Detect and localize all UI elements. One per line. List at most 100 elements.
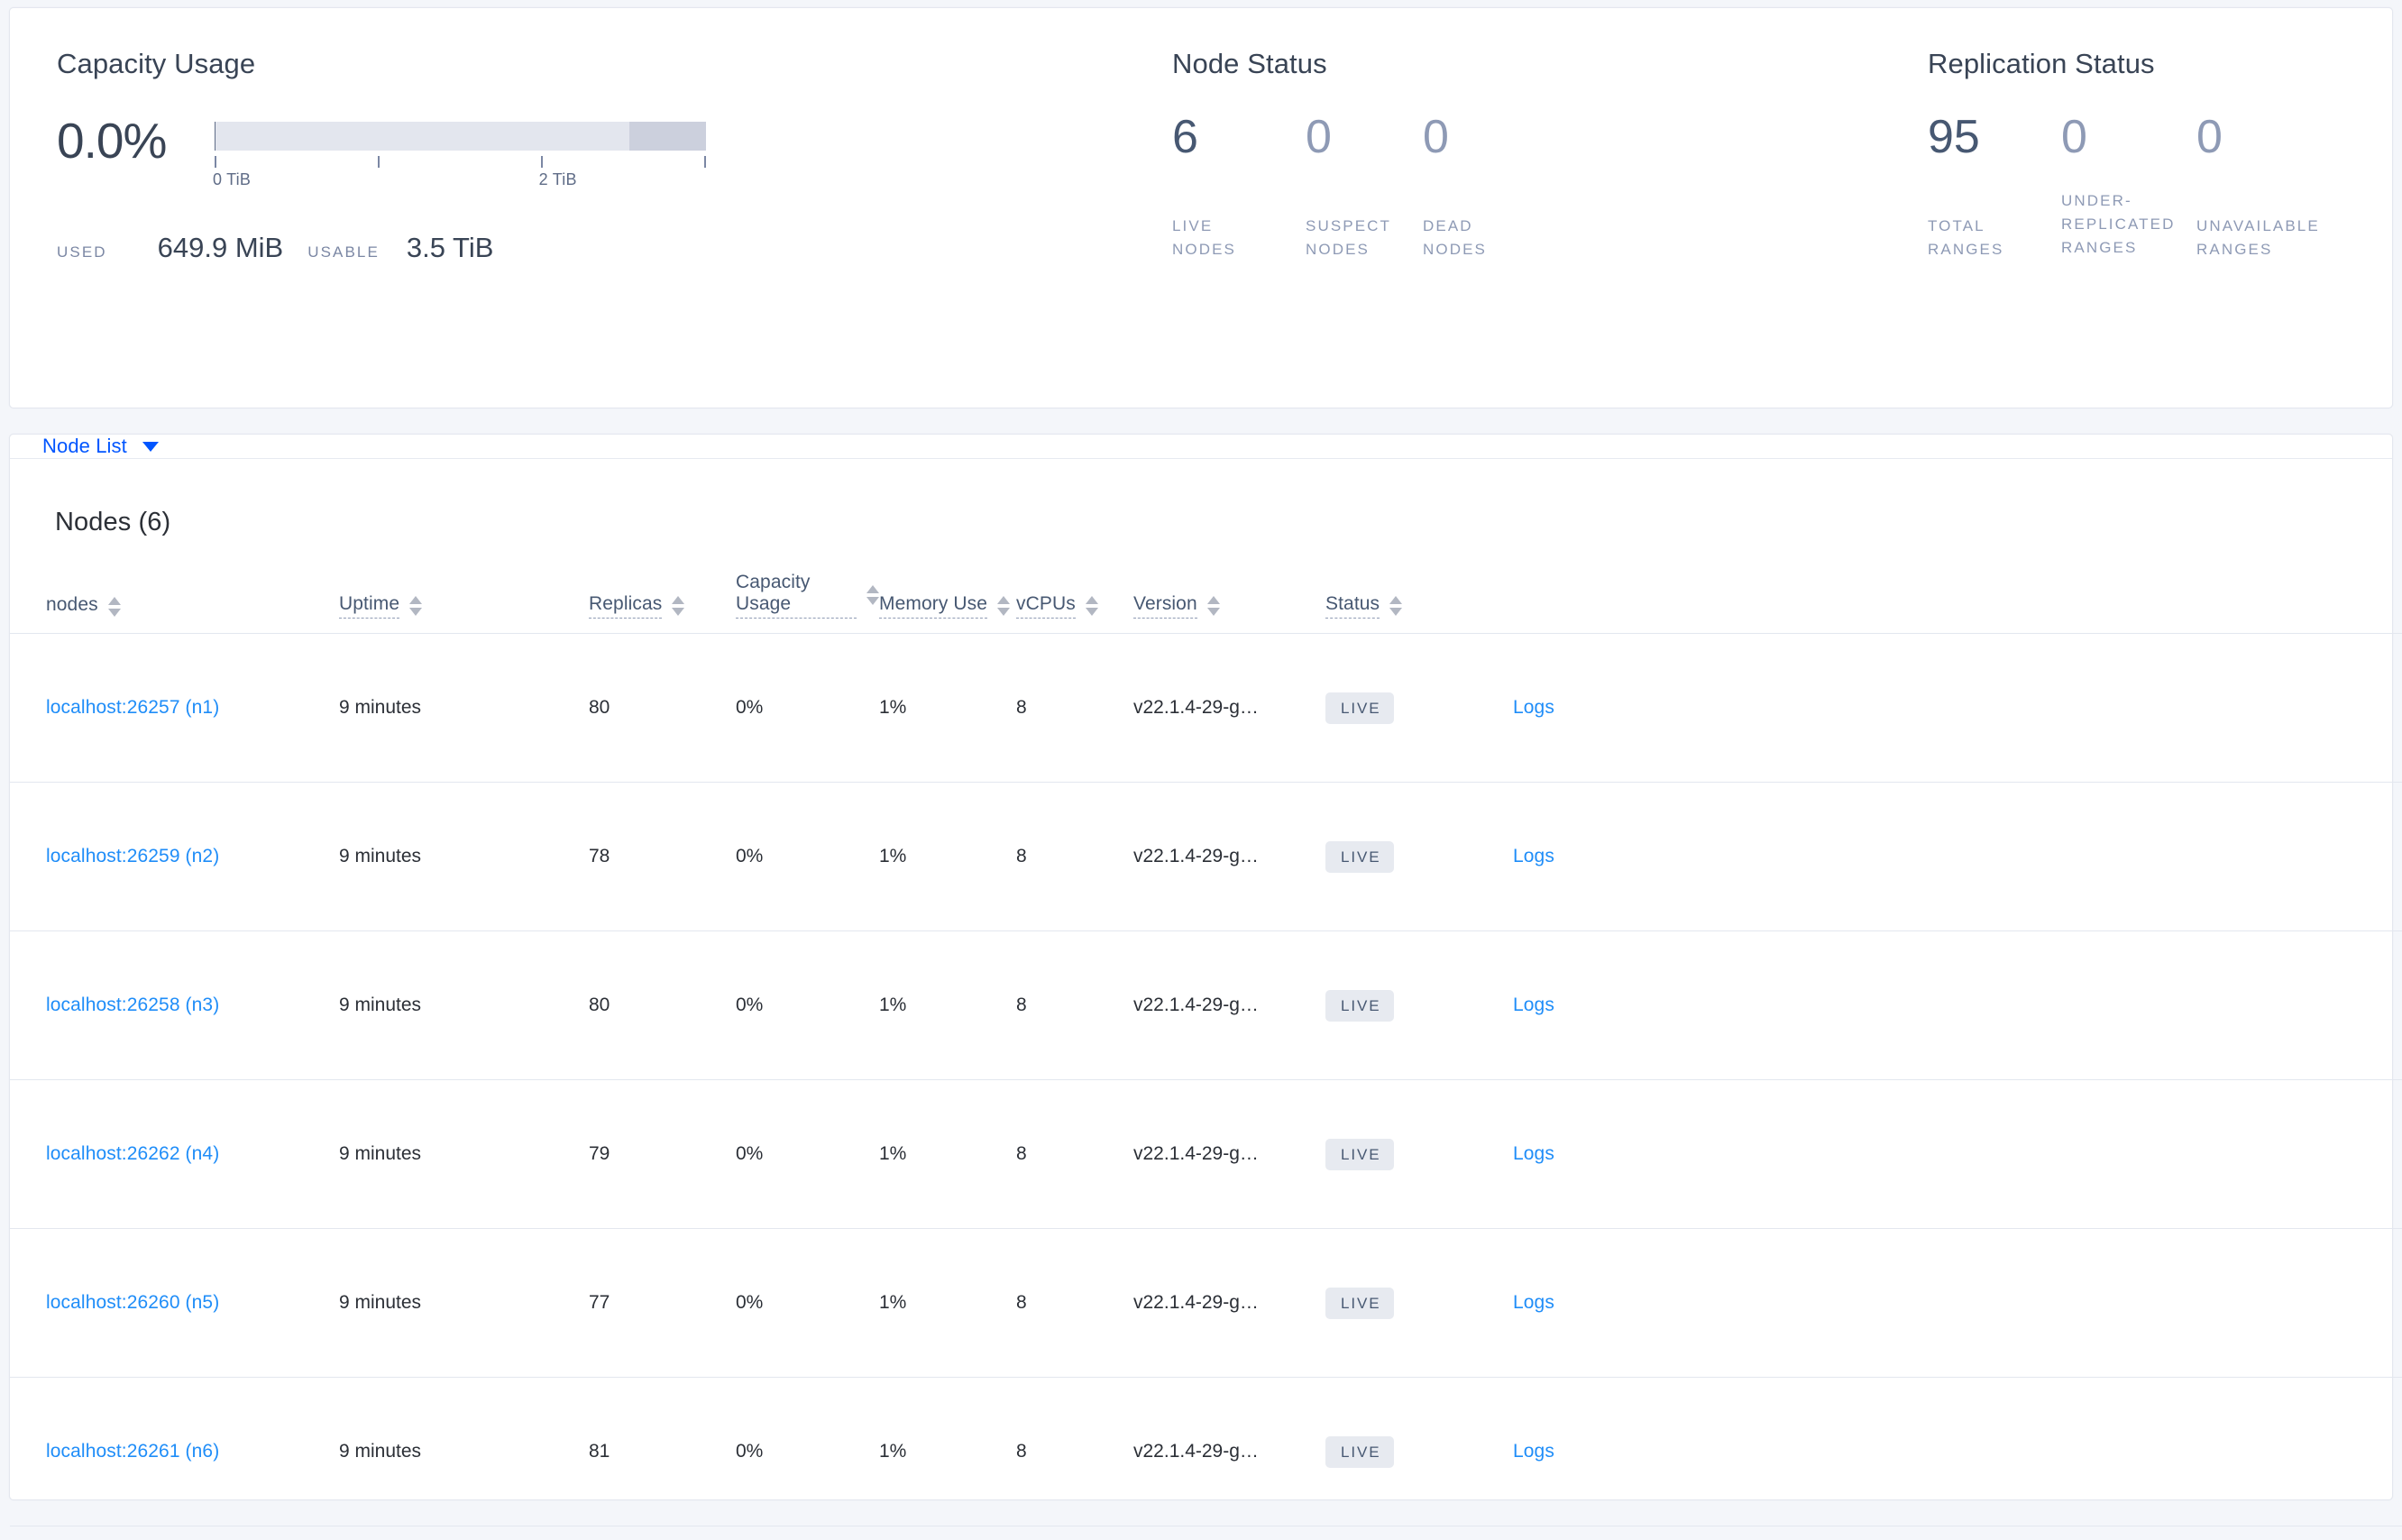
version-cell: v22.1.4-29-g… [1133,782,1325,931]
logs-link[interactable]: Logs [1513,1292,1554,1313]
node-address-cell[interactable]: localhost:26259 (n2) [46,782,339,931]
column-header-status[interactable]: Status [1325,572,1513,634]
replicas-cell: 80 [589,930,736,1080]
uptime-cell: 9 minutes [339,782,589,931]
version-cell: v22.1.4-29-g… [1133,633,1325,783]
cluster-summary-card: Capacity Usage 0.0% 0 TiB 2 TiB USED 649.… [9,7,2393,408]
column-header-uptime[interactable]: Uptime [339,572,589,634]
sort-arrows-icon[interactable] [409,596,423,616]
column-header-nodes[interactable]: nodes [46,572,339,634]
capacity-usage-panel: Capacity Usage 0.0% 0 TiB 2 TiB USED 649.… [10,8,1029,408]
sort-arrows-icon[interactable] [1206,596,1220,616]
node-status-stats: 6 LIVE NODES 0 SUSPECT NODES 0 DEAD NODES [1172,110,1786,258]
sort-arrows-icon[interactable] [1085,596,1098,616]
logs-cell[interactable]: Logs [1513,930,1727,1080]
node-address-cell[interactable]: localhost:26260 (n5) [46,1228,339,1378]
capacity-usage-bar-wrap: 0 TiB 2 TiB [213,115,720,190]
column-header-actions [1513,572,1727,634]
status-badge: LIVE [1325,840,1395,873]
logs-cell[interactable]: Logs [1513,1079,1727,1229]
column-header-vcpus[interactable]: vCPUs [1016,572,1133,634]
capacity-axis-tick [540,156,543,168]
version-cell: v22.1.4-29-g… [1133,1377,1325,1526]
node-address-link[interactable]: localhost:26262 (n4) [46,1143,220,1164]
logs-cell[interactable]: Logs [1513,1228,1727,1378]
capacity-usage-cell: 0% [736,782,879,931]
sort-arrows-icon[interactable] [866,585,879,605]
capacity-usage-cell: 0% [736,1228,879,1378]
replication-status-title: Replication Status [1928,48,2155,79]
table-row: localhost:26261 (n6) 9 minutes 81 0% 1% 8 v22.… [10,1377,2402,1526]
nodes-count-heading: Nodes (6) [55,508,171,536]
capacity-usage-cell: 0% [736,1079,879,1229]
node-address-cell[interactable]: localhost:26262 (n4) [46,1079,339,1229]
node-address-cell[interactable]: localhost:26257 (n1) [46,633,339,783]
node-address-cell[interactable]: localhost:26261 (n6) [46,1377,339,1526]
status-cell: LIVE [1325,782,1513,931]
uptime-cell: 9 minutes [339,1079,589,1229]
sort-arrows-icon[interactable] [672,596,685,616]
logs-cell[interactable]: Logs [1513,1377,1727,1526]
column-header-label: Uptime [339,593,400,619]
column-header-capacity-usage[interactable]: Capacity Usage [736,572,879,634]
stat-label: UNAVAILABLE RANGES [2196,217,2320,258]
chevron-down-icon[interactable] [142,441,159,452]
logs-link[interactable]: Logs [1513,697,1554,718]
node-address-link[interactable]: localhost:26260 (n5) [46,1292,220,1313]
column-header-replicas[interactable]: Replicas [589,572,736,634]
replicas-cell: 77 [589,1228,736,1378]
capacity-axis-tick [704,156,706,168]
sort-arrows-icon[interactable] [1389,596,1403,616]
stat-dead: 0 DEAD NODES [1423,110,1549,258]
vcpus-cell: 8 [1016,782,1133,931]
column-header-version[interactable]: Version [1133,572,1325,634]
uptime-cell: 9 minutes [339,930,589,1080]
status-badge: LIVE [1325,989,1395,1022]
node-address-link[interactable]: localhost:26259 (n2) [46,846,220,866]
logs-link[interactable]: Logs [1513,1441,1554,1462]
capacity-usage-cell: 0% [736,1377,879,1526]
stat-value: 6 [1172,111,1198,163]
logs-link[interactable]: Logs [1513,995,1554,1015]
uptime-cell: 9 minutes [339,1228,589,1378]
column-header-label: nodes [46,594,98,615]
status-cell: LIVE [1325,930,1513,1080]
memory-use-cell: 1% [879,633,1016,783]
memory-use-cell: 1% [879,782,1016,931]
status-cell: LIVE [1325,1079,1513,1229]
logs-cell[interactable]: Logs [1513,782,1727,931]
node-address-link[interactable]: localhost:26257 (n1) [46,697,220,718]
row-pad-left [10,1377,46,1526]
capacity-usage-percent: 0.0% [57,113,167,169]
node-status-panel: Node Status 6 LIVE NODES 0 SUSPECT NODES 0 DE… [1029,8,1786,408]
table-pad-left [10,572,46,634]
table-row: localhost:26257 (n1) 9 minutes 80 0% 1% 8 v22.… [10,633,2402,783]
column-header-label: Capacity Usage [736,572,857,619]
stat-unavail: 0 UNAVAILABLE RANGES [2196,110,2341,258]
node-list-card: Node List Nodes (6) nodes Uptime Replicas C… [9,434,2402,1526]
sort-arrows-icon[interactable] [107,596,121,617]
node-address-link[interactable]: localhost:26261 (n6) [46,1441,220,1462]
node-address-cell[interactable]: localhost:26258 (n3) [46,930,339,1080]
node-list-selector[interactable]: Node List [42,435,127,457]
status-badge: LIVE [1325,1435,1395,1468]
column-header-memory-use[interactable]: Memory Use [879,572,1016,634]
version-cell: v22.1.4-29-g… [1133,1228,1325,1378]
sort-arrows-icon[interactable] [997,596,1011,616]
table-row: localhost:26260 (n5) 9 minutes 77 0% 1% 8 v22.… [10,1228,2402,1378]
capacity-bar-reserved-segment [629,122,706,151]
status-cell: LIVE [1325,633,1513,783]
stat-label: TOTAL RANGES [1928,217,2004,258]
logs-link[interactable]: Logs [1513,846,1554,866]
logs-cell[interactable]: Logs [1513,633,1727,783]
table-row: localhost:26259 (n2) 9 minutes 78 0% 1% 8 v22.… [10,782,2402,931]
stat-value: 0 [2061,111,2087,163]
node-status-title: Node Status [1172,48,1327,79]
replication-status-panel: Replication Status 95 TOTAL RANGES 0 UNDER-… [1786,8,2363,408]
node-address-link[interactable]: localhost:26258 (n3) [46,995,220,1015]
row-pad-right [1727,1079,2402,1229]
stat-value: 0 [2196,111,2223,163]
nodes-table: nodes Uptime Replicas Capacity Usage Memory … [10,572,2402,1526]
logs-link[interactable]: Logs [1513,1143,1554,1164]
